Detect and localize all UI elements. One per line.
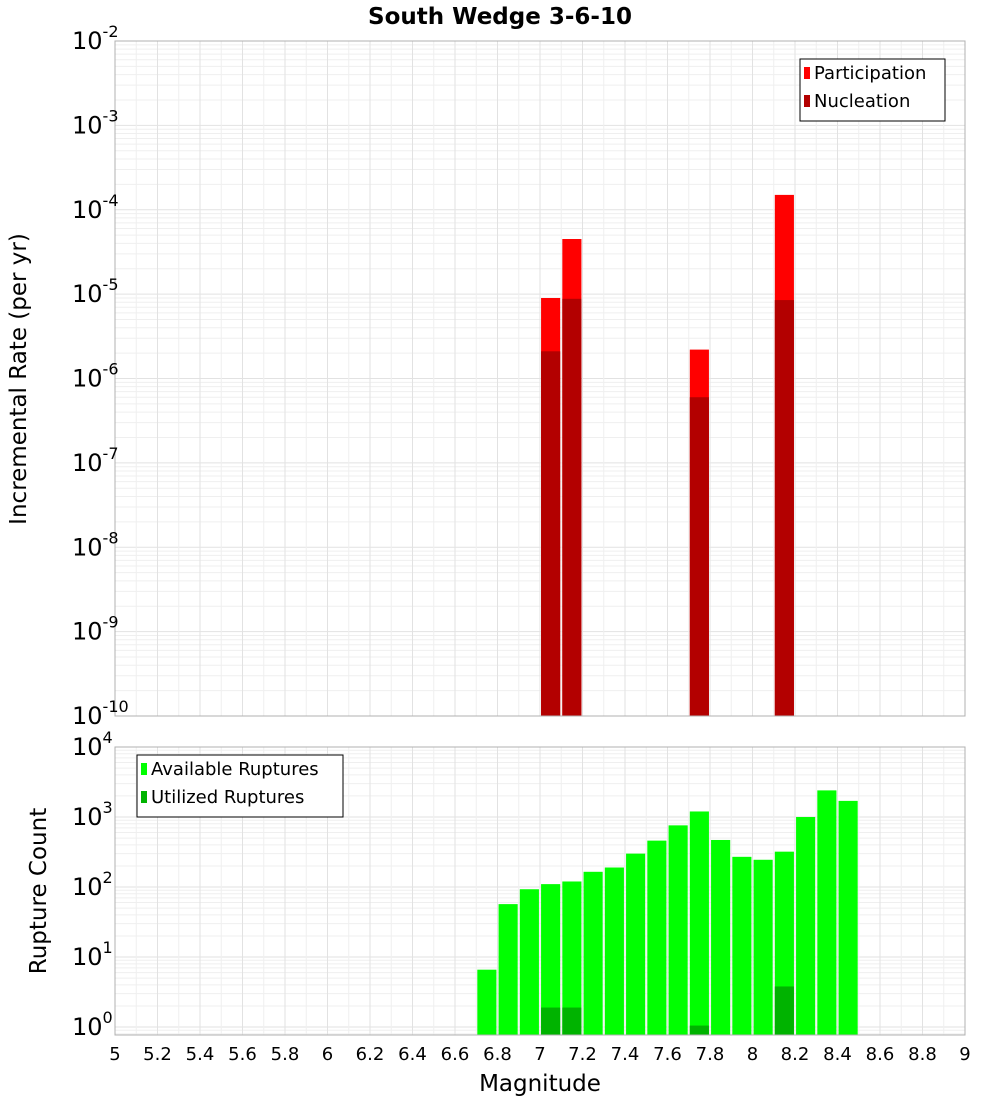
legend-swatch [141,763,147,775]
bar-available-ruptures [796,817,816,1035]
bar-available-ruptures [711,839,731,1035]
x-tick-label: 9 [959,1044,970,1065]
legend-swatch [804,67,810,79]
rate-y-ticks: 10-10 10-9 10-8 10-7 10-6 10-5 10-4 10-3 10-2 [72,22,129,730]
x-tick-label: 5 [109,1044,120,1065]
legend-box [799,58,946,122]
bar-available-ruptures [604,867,624,1035]
x-tick-label: 7.2 [568,1044,597,1065]
x-tick-label: 5.4 [186,1044,215,1065]
count-plot: 100 101 102 103 104 5 5.2 5.4 5.6 5.8 6 6.2 6.4 6.6 6… [26,728,971,1097]
bar-available-ruptures [498,904,518,1035]
y-tick-label: 10-5 [72,275,119,308]
legend-swatch [141,791,147,803]
x-tick-label: 8.6 [866,1044,895,1065]
legend-box [136,754,344,818]
x-tick-label: 8.8 [908,1044,937,1065]
bar-available-ruptures [562,881,582,1035]
rate-plot: 10-10 10-9 10-8 10-7 10-6 10-5 10-4 10-3 10-2 In… [6,22,966,730]
bar-available-ruptures [583,871,603,1035]
x-tick-label: 5.8 [271,1044,300,1065]
x-tick-label: 6.2 [356,1044,385,1065]
rate-plot-bars [541,194,794,716]
y-tick-label: 100 [72,1008,113,1041]
x-tick-label: 5.2 [143,1044,172,1065]
bar-available-ruptures [668,825,688,1035]
y-tick-label: 102 [72,868,113,901]
x-tick-label: 6.8 [483,1044,512,1065]
y-tick-label: 10-2 [72,22,119,55]
rate-y-axis-title: Incremental Rate (per yr) [6,233,32,525]
bar-available-ruptures [477,969,497,1035]
legend-label: Utilized Ruptures [151,787,304,808]
x-tick-label: 8 [747,1044,758,1065]
legend-label: Participation [814,63,926,84]
x-tick-label: 7.6 [653,1044,682,1065]
y-tick-label: 10-10 [72,697,129,730]
magnitude-x-ticks: 5 5.2 5.4 5.6 5.8 6 6.2 6.4 6.6 6.8 7 7.2 7.4 7.6 7.8 8… [109,1044,970,1065]
bar-available-ruptures [647,840,667,1035]
x-tick-label: 8.2 [781,1044,810,1065]
count-legend: Available Ruptures Utilized Ruptures [136,754,344,818]
x-tick-label: 5.6 [228,1044,257,1065]
bar-available-ruptures [753,859,773,1035]
x-tick-label: 7.8 [696,1044,725,1065]
y-tick-label: 101 [72,938,113,971]
y-tick-label: 103 [72,798,113,831]
x-axis-title: Magnitude [479,1071,601,1097]
count-y-axis-title: Rupture Count [26,808,52,974]
bar-available-ruptures [732,856,752,1035]
bar-nucleation [774,300,794,716]
bar-available-ruptures [519,889,539,1035]
y-tick-label: 104 [72,728,113,761]
y-tick-label: 10-9 [72,613,119,646]
bar-utilized-ruptures [774,986,794,1035]
x-tick-label: 6.4 [398,1044,427,1065]
y-tick-label: 10-7 [72,444,119,477]
bar-available-ruptures [689,811,709,1035]
x-tick-label: 7.4 [611,1044,640,1065]
rate-plot-frame [114,40,966,717]
bar-available-ruptures [817,790,837,1035]
legend-swatch [804,95,810,107]
bar-nucleation [541,351,561,716]
y-tick-label: 10-8 [72,528,119,561]
bar-nucleation [689,397,709,716]
bar-available-ruptures [626,853,646,1035]
count-y-ticks: 100 101 102 103 104 [72,728,113,1041]
bar-utilized-ruptures [562,1007,582,1035]
legend-label: Nucleation [814,91,910,112]
y-tick-label: 10-3 [72,106,119,139]
bar-available-ruptures [541,884,561,1035]
count-plot-frame [114,746,966,1036]
y-tick-label: 10-4 [72,191,119,224]
chart-title: South Wedge 3-6-10 [368,4,632,30]
x-tick-label: 6 [322,1044,333,1065]
legend-label: Available Ruptures [151,759,319,780]
bar-utilized-ruptures [689,1025,709,1035]
bar-utilized-ruptures [541,1007,561,1035]
y-tick-label: 10-6 [72,360,119,393]
rate-plot-grid [114,40,966,717]
count-plot-bars [477,790,858,1035]
x-tick-label: 7 [534,1044,545,1065]
bar-available-ruptures [838,800,858,1035]
rate-legend: Participation Nucleation [799,58,946,122]
x-tick-label: 6.6 [441,1044,470,1065]
bar-nucleation [562,298,582,716]
x-tick-label: 8.4 [823,1044,852,1065]
